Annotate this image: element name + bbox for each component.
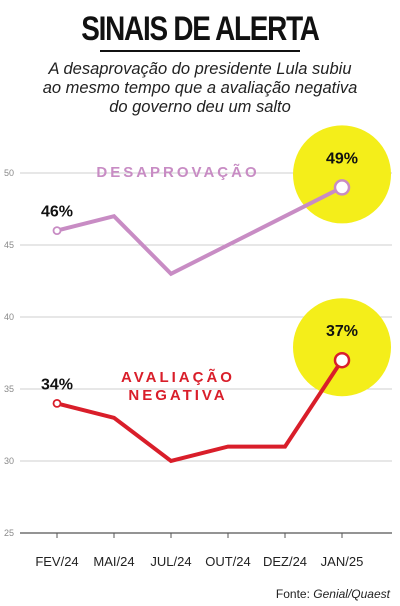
x-tick-label-2: JUL/24 bbox=[150, 554, 191, 569]
x-tick-label-0: FEV/24 bbox=[35, 554, 78, 569]
title-underline bbox=[100, 50, 300, 52]
subtitle-line-3: do governo deu um salto bbox=[109, 98, 291, 116]
source-prefix: Fonte: bbox=[275, 587, 314, 601]
point-first-0 bbox=[52, 226, 62, 236]
data-label-first-1: 34% bbox=[41, 376, 73, 393]
y-tick-label-25: 25 bbox=[4, 528, 14, 538]
y-tick-label-50: 50 bbox=[4, 168, 14, 178]
series-label-0: DESAPROVAÇÃO bbox=[96, 163, 259, 181]
point-last-0 bbox=[333, 179, 351, 196]
data-label-first-0: 46% bbox=[41, 204, 73, 221]
series-label-1-line-2: NEGATIVA bbox=[128, 387, 227, 404]
subtitle-line-2: ao mesmo tempo que a avaliação negativa bbox=[42, 79, 358, 97]
data-label-last-0: 49% bbox=[326, 150, 358, 167]
series-line-1 bbox=[56, 359, 344, 464]
chart-subtitle: A desaprovação do presidente Lula subiu … bbox=[20, 60, 380, 117]
y-tick-label-40: 40 bbox=[4, 312, 14, 322]
y-tick-label-35: 35 bbox=[4, 384, 14, 394]
x-tick-label-4: DEZ/24 bbox=[263, 554, 307, 569]
chart-title: SINAIS DE ALERTA bbox=[81, 10, 320, 48]
highlight-circle-0 bbox=[293, 125, 391, 224]
x-tick-label-3: OUT/24 bbox=[205, 554, 251, 569]
series-line-0 bbox=[56, 185, 343, 277]
x-tick-label-5: JAN/25 bbox=[321, 554, 364, 569]
series-label-1-line-1: AVALIAÇÃO bbox=[121, 368, 235, 386]
point-first-1 bbox=[52, 398, 62, 408]
subtitle-line-1: A desaprovação do presidente Lula subiu bbox=[48, 60, 352, 78]
source-note: Fonte: Genial/Quaest bbox=[276, 587, 390, 601]
y-tick-label-30: 30 bbox=[4, 456, 14, 466]
y-tick-label-45: 45 bbox=[4, 240, 14, 250]
source-name: Genial/Quaest bbox=[313, 587, 390, 601]
data-label-last-1: 37% bbox=[326, 323, 358, 340]
highlight-circle-1 bbox=[293, 298, 391, 397]
point-last-1 bbox=[333, 351, 351, 369]
x-tick-label-1: MAI/24 bbox=[93, 554, 134, 569]
